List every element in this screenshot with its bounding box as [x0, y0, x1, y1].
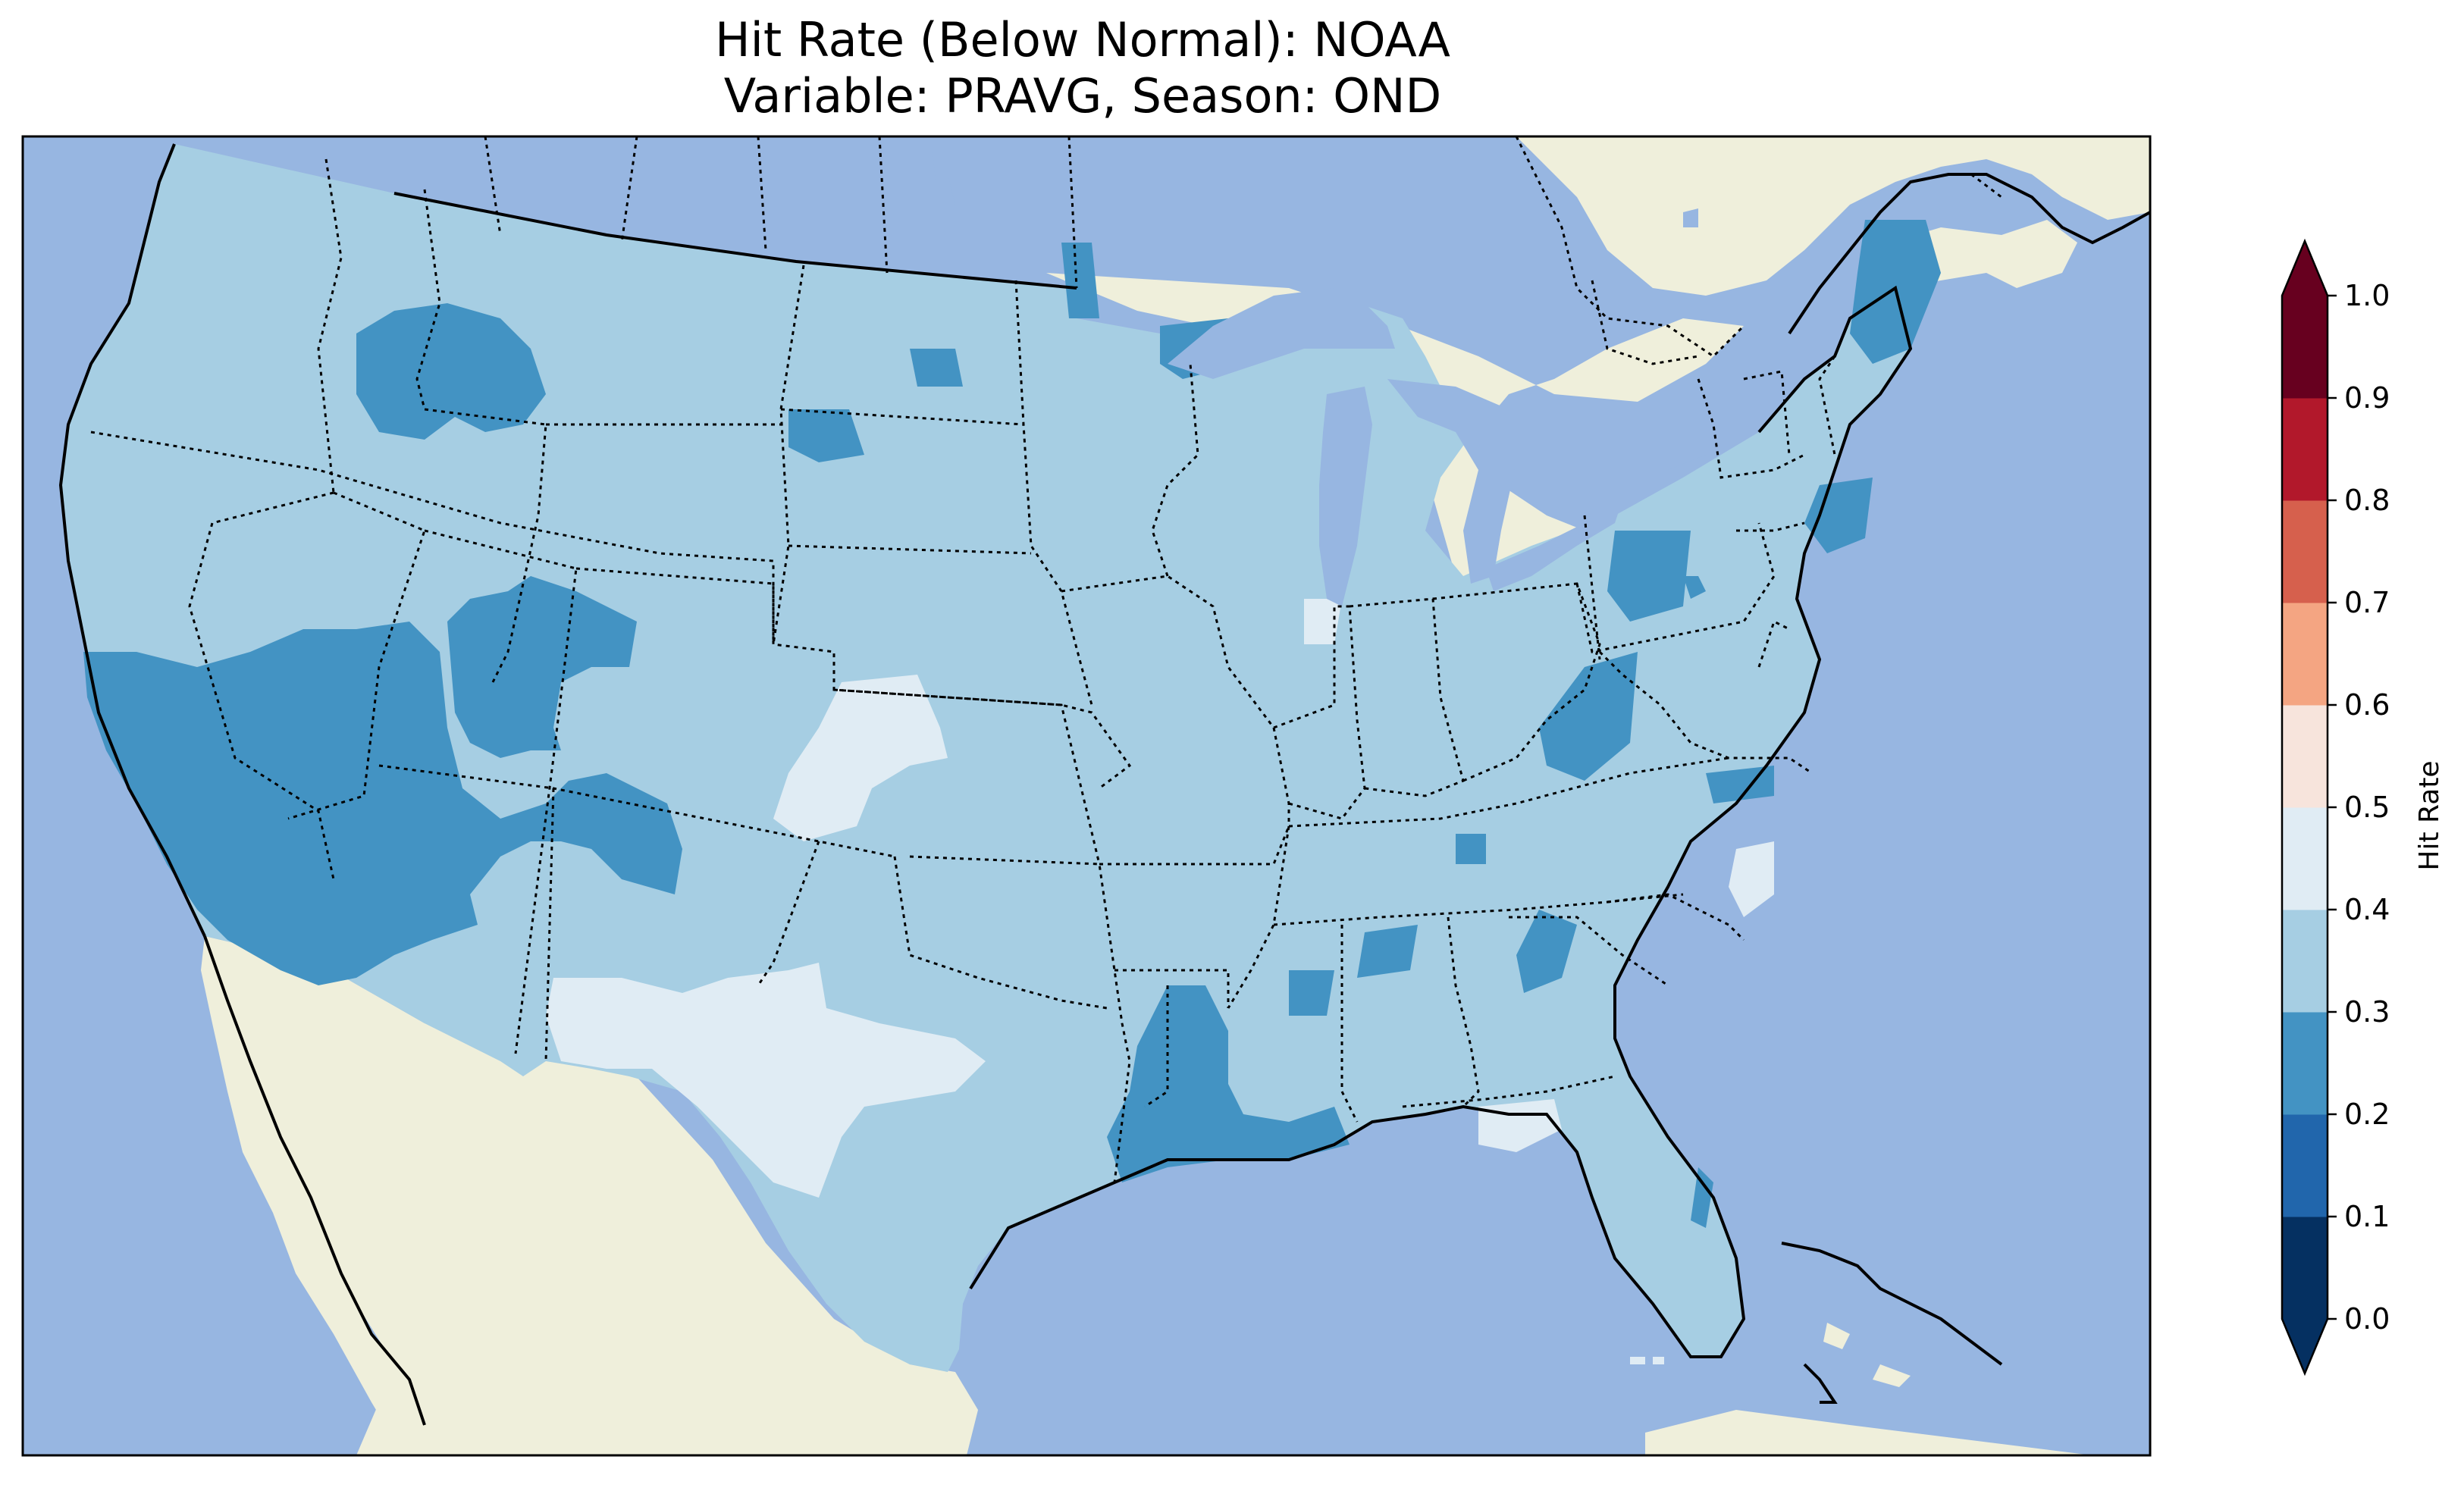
state-boundaries: [90, 136, 2002, 1183]
colorbar-tick-label: 0.3: [2344, 995, 2390, 1029]
colorbar-tick-label: 0.7: [2344, 586, 2390, 619]
colorbar-bin: [2282, 1114, 2328, 1217]
canada-land: [174, 136, 2150, 296]
colorbar-bin: [2282, 1217, 2328, 1320]
canadian-lakes: [933, 144, 1698, 254]
coastlines: [58, 143, 2150, 1426]
colorbar-bin: [2282, 705, 2328, 808]
colorbar-tick-label: 1.0: [2344, 279, 2390, 312]
great-lakes: [1168, 288, 1706, 606]
hit-rate-0.2-0.3-regions: [83, 220, 1941, 1228]
colorbar-tick-label: 0.9: [2344, 381, 2390, 415]
colorbar-bin: [2282, 500, 2328, 603]
us-hit-rate-base: [61, 144, 1911, 1372]
colorbar-bin: [2282, 1012, 2328, 1115]
us-canada-border: [393, 192, 1077, 290]
colorbar-title: Hit Rate: [2414, 760, 2445, 870]
colorbar-bin: [2282, 910, 2328, 1013]
colorbar-extend-max: [2282, 241, 2328, 296]
colorbar-tick-label: 0.0: [2344, 1302, 2390, 1336]
bahamas-land: [1823, 1323, 1911, 1387]
colorbar-tick-label: 0.4: [2344, 893, 2390, 926]
baja-california-land: [201, 936, 425, 1440]
colorbar-tick-label: 0.1: [2344, 1200, 2390, 1233]
colorbar-extend-min: [2282, 1319, 2328, 1373]
colorbar-bin: [2282, 296, 2328, 399]
title-line-1: Hit Rate (Below Normal): NOAA: [715, 12, 1450, 67]
map-frame: [21, 135, 2152, 1457]
colorbar-tick-label: 0.6: [2344, 688, 2390, 722]
colorbar-bin: [2282, 603, 2328, 706]
colorbar-bin: [2282, 807, 2328, 910]
mexico-land: [205, 936, 978, 1455]
colorbar-tick-label: 0.2: [2344, 1098, 2390, 1131]
colorbar-tick-label: 0.5: [2344, 791, 2390, 824]
cuba-land: [1645, 1410, 2093, 1455]
title-line-2: Variable: PRAVG, Season: OND: [723, 68, 1442, 124]
colorbar-bin: [2282, 398, 2328, 501]
colorbar-tick-label: 0.8: [2344, 484, 2390, 517]
